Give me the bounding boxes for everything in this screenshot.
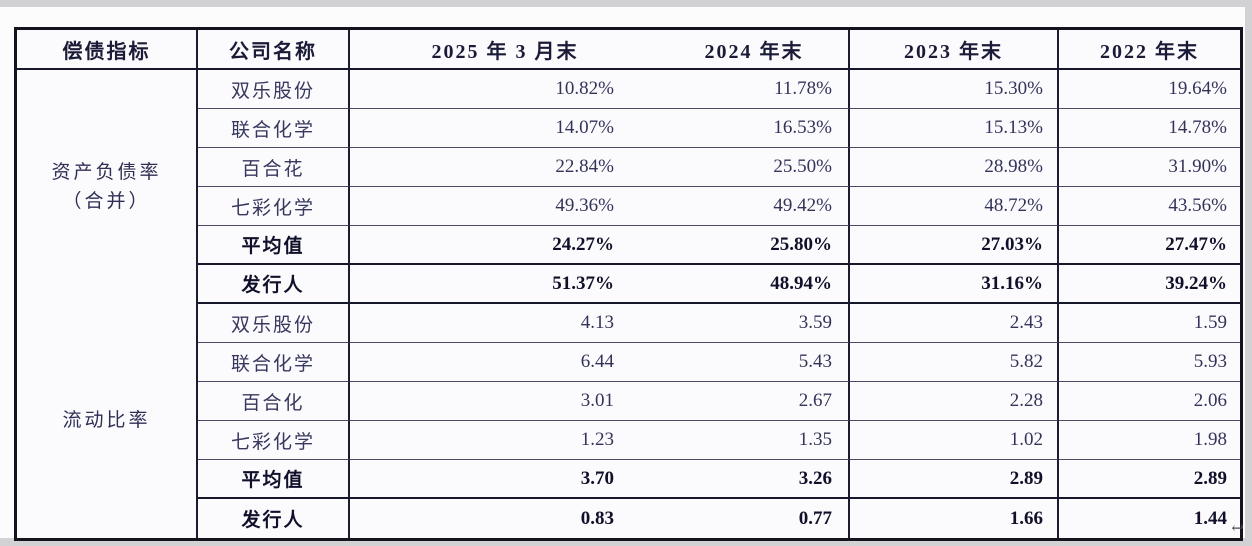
- value-cell: 3.59: [660, 304, 850, 343]
- value-cell: 39.24%: [1059, 265, 1240, 304]
- value-cell: 4.13: [350, 304, 660, 343]
- value-cell: 31.90%: [1059, 148, 1240, 187]
- header-indicator: 偿债指标: [17, 30, 198, 70]
- value-cell: 2.67: [660, 382, 850, 421]
- header-company: 公司名称: [198, 30, 350, 70]
- value-cell: 3.26: [660, 460, 850, 499]
- indicator-current-ratio: 流动比率: [17, 304, 198, 538]
- value-cell: 0.77: [660, 499, 850, 538]
- value-cell: 27.03%: [850, 226, 1059, 265]
- value-cell: 16.53%: [660, 109, 850, 148]
- value-cell: 48.72%: [850, 187, 1059, 226]
- company-cell: 双乐股份: [198, 304, 350, 343]
- value-cell: 27.47%: [1059, 226, 1240, 265]
- value-cell: 31.16%: [850, 265, 1059, 304]
- header-2022: 2022 年末: [1059, 30, 1240, 70]
- value-cell: 1.98: [1059, 421, 1240, 460]
- value-cell: 28.98%: [850, 148, 1059, 187]
- value-cell: 1.44: [1193, 507, 1227, 529]
- value-cell: 5.93: [1059, 343, 1240, 382]
- company-cell: 联合化学: [198, 343, 350, 382]
- value-cell: 22.84%: [350, 148, 660, 187]
- company-cell: 百合化: [198, 382, 350, 421]
- header-2024: 2024 年末: [660, 30, 850, 70]
- value-cell: 5.43: [660, 343, 850, 382]
- value-cell: 25.80%: [660, 226, 850, 265]
- value-cell: 1.02: [850, 421, 1059, 460]
- value-cell: 5.82: [850, 343, 1059, 382]
- value-cell: 15.30%: [850, 70, 1059, 109]
- value-cell: 43.56%: [1059, 187, 1240, 226]
- company-cell-issuer: 发行人: [198, 499, 350, 538]
- company-cell: 百合花: [198, 148, 350, 187]
- value-cell: 2.43: [850, 304, 1059, 343]
- header-2023: 2023 年末: [850, 30, 1059, 70]
- value-cell: 14.07%: [350, 109, 660, 148]
- value-cell: 1.35: [660, 421, 850, 460]
- value-cell: 1.23: [350, 421, 660, 460]
- company-cell-average: 平均值: [198, 460, 350, 499]
- value-cell: 19.64%: [1059, 70, 1240, 109]
- document-page: 偿债指标 公司名称 2025 年 3 月末 2024 年末 2023 年末 20…: [0, 7, 1245, 541]
- value-cell: 49.42%: [660, 187, 850, 226]
- company-cell: 联合化学: [198, 109, 350, 148]
- indicator-asset-liability-ratio: 资产负债率 （合并）: [17, 70, 198, 304]
- header-2025q1: 2025 年 3 月末: [350, 30, 660, 70]
- value-cell: 1.66: [850, 499, 1059, 538]
- value-cell: 10.82%: [350, 70, 660, 109]
- value-cell: 51.37%: [350, 265, 660, 304]
- company-cell: 七彩化学: [198, 421, 350, 460]
- value-cell: 24.27%: [350, 226, 660, 265]
- value-cell: 48.94%: [660, 265, 850, 304]
- value-cell: 1.59: [1059, 304, 1240, 343]
- paragraph-return-icon: ↩: [1231, 521, 1244, 537]
- value-cell: 2.89: [1059, 460, 1240, 499]
- value-cell: 3.01: [350, 382, 660, 421]
- value-cell: 25.50%: [660, 148, 850, 187]
- value-cell: 49.36%: [350, 187, 660, 226]
- company-cell: 双乐股份: [198, 70, 350, 109]
- value-cell: 6.44: [350, 343, 660, 382]
- value-cell: 14.78%: [1059, 109, 1240, 148]
- value-cell: 3.70: [350, 460, 660, 499]
- value-cell: 0.83: [580, 507, 614, 529]
- value-cell: 11.78%: [660, 70, 850, 109]
- value-cell: 2.89: [850, 460, 1059, 499]
- company-cell: 七彩化学: [198, 187, 350, 226]
- company-cell-average: 平均值: [198, 226, 350, 265]
- company-cell-issuer: 发行人: [198, 265, 350, 304]
- value-cell: 2.06: [1059, 382, 1240, 421]
- value-cell: 15.13%: [850, 109, 1059, 148]
- value-cell: 2.28: [850, 382, 1059, 421]
- solvency-indicators-table: 偿债指标 公司名称 2025 年 3 月末 2024 年末 2023 年末 20…: [14, 27, 1243, 541]
